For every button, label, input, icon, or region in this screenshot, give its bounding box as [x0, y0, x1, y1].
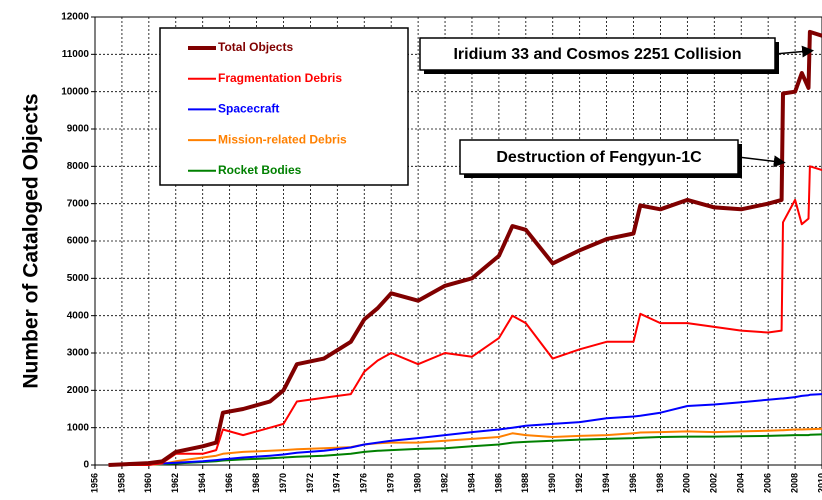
series-line — [108, 29, 822, 467]
x-tick-label: 1978 — [386, 473, 396, 493]
legend-box — [159, 27, 409, 186]
x-tick-label: 1958 — [116, 473, 126, 493]
y-tick-label: 4000 — [67, 310, 90, 321]
annotation-arrow — [737, 155, 786, 168]
x-tick-label: 2006 — [763, 473, 773, 493]
series-line — [108, 433, 822, 466]
y-tick-label: 8000 — [67, 161, 90, 172]
x-tick-label: 1980 — [412, 473, 422, 493]
x-tick-label: 1974 — [332, 473, 342, 493]
x-tick-label: 1984 — [466, 473, 476, 493]
x-tick-label: 1966 — [224, 473, 234, 493]
y-tick-label: 5000 — [67, 273, 90, 284]
x-tick-label: 1956 — [89, 473, 99, 493]
x-tick-label: 1994 — [601, 473, 611, 493]
x-tick-label: 1988 — [520, 473, 530, 493]
legend-label: Total Objects — [218, 40, 293, 54]
y-tick-label: 3000 — [67, 348, 90, 359]
y-tick-label: 10000 — [61, 86, 89, 97]
y-axis-label: Number of Cataloged Objects — [20, 93, 43, 388]
series-line — [108, 393, 822, 466]
y-tick-label: 2000 — [67, 385, 90, 396]
annotation-text: Destruction of Fengyun-1C — [496, 149, 702, 166]
plot-frame — [94, 16, 822, 466]
y-tick-label: 6000 — [67, 236, 90, 247]
x-tick-label: 1998 — [655, 473, 665, 493]
series-line — [108, 165, 822, 466]
x-tick-label: 1982 — [439, 473, 449, 493]
x-tick-label: 2004 — [736, 473, 746, 493]
y-tick-label: 7000 — [67, 198, 90, 209]
x-tick-label: 1990 — [547, 473, 557, 493]
x-tick-label: 1964 — [197, 473, 207, 493]
y-tick-label: 11000 — [62, 49, 90, 60]
y-tick-label: 0 — [83, 460, 89, 471]
x-tick-label: 1996 — [628, 473, 638, 493]
x-tick-label: 1970 — [278, 473, 288, 493]
x-tick-label: 1968 — [251, 473, 261, 493]
y-tick-label: 1000 — [67, 422, 90, 433]
legend-label: Rocket Bodies — [218, 163, 302, 177]
legend-label: Spacecraft — [218, 102, 279, 116]
x-tick-label: 2002 — [709, 473, 719, 493]
y-tick-label: 9000 — [67, 124, 90, 135]
x-tick-label: 1986 — [493, 473, 503, 493]
x-tick-label: 1962 — [170, 473, 180, 493]
x-tick-label: 2010 — [816, 473, 822, 493]
x-tick-label: 1976 — [359, 473, 369, 493]
x-tick-label: 2008 — [789, 473, 799, 493]
x-tick-label: 1972 — [305, 473, 315, 493]
legend-label: Mission-related Debris — [218, 132, 347, 146]
annotation-text: Iridium 33 and Cosmos 2251 Collision — [453, 46, 741, 63]
x-tick-label: 2000 — [682, 473, 692, 493]
x-tick-label: 1960 — [143, 473, 153, 493]
annotation-arrow — [774, 45, 815, 58]
series-line — [108, 427, 822, 466]
x-tick-label: 1992 — [574, 473, 584, 493]
y-tick-label: 12000 — [61, 12, 89, 23]
legend-label: Fragmentation Debris — [218, 71, 342, 85]
